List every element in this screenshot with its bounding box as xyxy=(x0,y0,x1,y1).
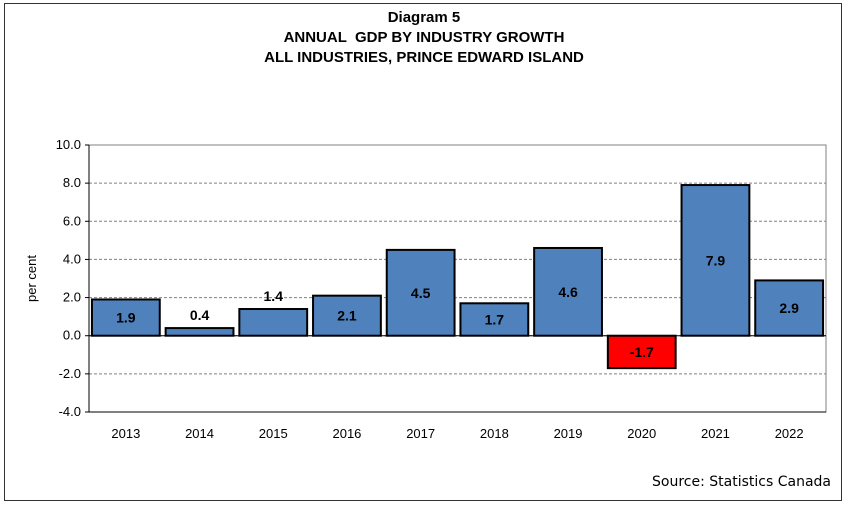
data-label-2021: 7.9 xyxy=(706,252,726,268)
x-tick-label-2019: 2019 xyxy=(554,426,583,441)
data-label-2016: 2.1 xyxy=(337,308,357,324)
y-tick-label: -2.0 xyxy=(59,366,81,381)
y-tick-label: 4.0 xyxy=(63,251,81,266)
data-label-2018: 1.7 xyxy=(485,312,505,328)
data-label-2017: 4.5 xyxy=(411,285,431,301)
y-tick-label: 6.0 xyxy=(63,213,81,228)
y-tick-label: 2.0 xyxy=(63,290,81,305)
bar-2017 xyxy=(385,248,456,337)
bar-2019 xyxy=(533,246,603,337)
title-line-1: Diagram 5 xyxy=(387,9,461,26)
bar-2021 xyxy=(680,184,751,337)
source-note: Source: Statistics Canada xyxy=(652,474,831,490)
data-label-2019: 4.6 xyxy=(558,284,578,300)
bar-2020 xyxy=(606,334,677,370)
y-tick-label: -4.0 xyxy=(59,404,81,419)
title-line-2: ANNUAL GDP BY INDUSTRY GROWTH xyxy=(283,29,565,46)
bar-2018 xyxy=(459,302,530,337)
bar-2015 xyxy=(238,308,309,337)
data-label-2014: 0.4 xyxy=(190,307,210,323)
x-tick-label-2015: 2015 xyxy=(259,426,288,441)
x-tick-label-2022: 2022 xyxy=(775,426,804,441)
x-tick-label-2016: 2016 xyxy=(332,426,361,441)
chart-title: Diagram 5 ANNUAL GDP BY INDUSTRY GROWTH … xyxy=(5,8,843,68)
title-line-3: ALL INDUSTRIES, PRINCE EDWARD ISLAND xyxy=(264,49,584,66)
data-label-2020: -1.7 xyxy=(630,344,654,360)
y-tick-label: 10.0 xyxy=(56,137,81,152)
bar-2016 xyxy=(312,294,382,337)
y-tick-label: 0.0 xyxy=(63,328,81,343)
x-tick-label-2013: 2013 xyxy=(111,426,140,441)
x-tick-label-2018: 2018 xyxy=(480,426,509,441)
x-tick-label-2021: 2021 xyxy=(701,426,730,441)
x-tick-label-2014: 2014 xyxy=(185,426,214,441)
bar-2013 xyxy=(90,298,161,337)
y-tick-label: 8.0 xyxy=(63,175,81,190)
data-label-2022: 2.9 xyxy=(779,300,799,316)
bar-2014 xyxy=(164,327,235,337)
data-label-2013: 1.9 xyxy=(116,310,136,326)
x-tick-label-2017: 2017 xyxy=(406,426,435,441)
y-axis-title: per cent xyxy=(24,255,39,302)
x-tick-label-2020: 2020 xyxy=(627,426,656,441)
bar-2022 xyxy=(754,279,825,337)
data-label-2015: 1.4 xyxy=(264,288,284,304)
